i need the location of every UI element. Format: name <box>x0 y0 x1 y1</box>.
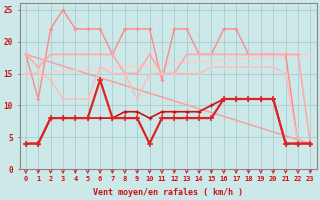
X-axis label: Vent moyen/en rafales ( km/h ): Vent moyen/en rafales ( km/h ) <box>93 188 243 197</box>
